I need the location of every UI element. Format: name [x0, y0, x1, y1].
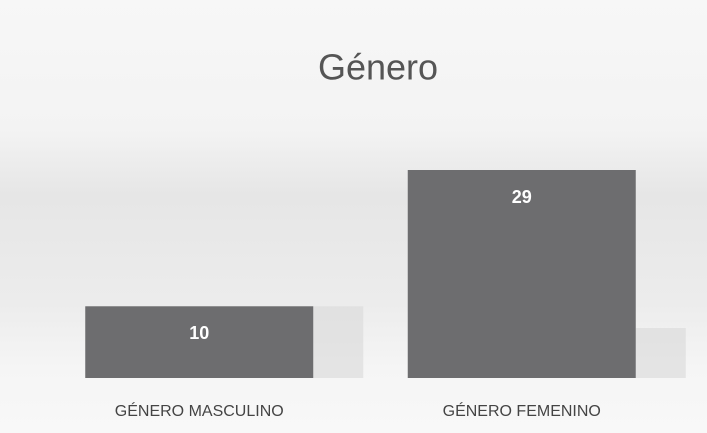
data-label: 29 — [512, 187, 532, 207]
data-label: 10 — [189, 323, 209, 343]
chart-title: Género — [318, 47, 438, 88]
bar — [407, 170, 636, 378]
x-tick-label: GÉNERO FEMENINO — [443, 401, 601, 420]
x-tick-label: GÉNERO MASCULINO — [115, 401, 284, 420]
bar — [85, 306, 314, 378]
bar-shadow — [635, 328, 686, 378]
bar-shadow — [313, 306, 364, 378]
